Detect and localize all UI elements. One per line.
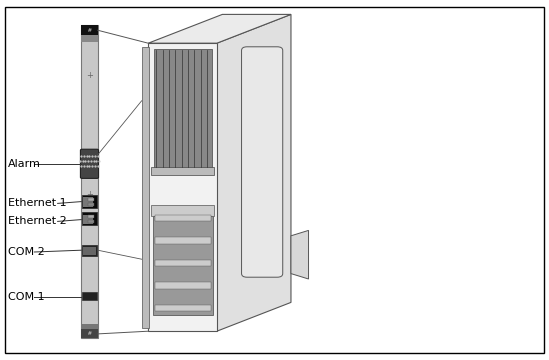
Bar [81,25,98,35]
Bar [82,245,97,256]
FancyBboxPatch shape [80,149,98,178]
Bar [155,215,211,221]
Bar [81,329,98,338]
Text: #: # [88,28,91,33]
Polygon shape [291,230,309,279]
Polygon shape [148,14,291,43]
Bar [153,216,213,315]
Bar [82,292,97,300]
Polygon shape [148,43,217,331]
Bar [88,220,94,223]
Bar [81,35,98,42]
Text: #: # [88,332,91,336]
Text: +: + [86,190,93,199]
Bar [88,198,94,201]
Bar [82,212,97,225]
Bar [151,167,214,175]
Bar [154,49,212,169]
Polygon shape [217,14,291,331]
Bar [88,215,94,218]
Bar [83,197,93,207]
FancyBboxPatch shape [242,47,283,277]
Text: COM 2: COM 2 [8,247,45,257]
Bar [142,47,149,328]
Text: Ethernet 2: Ethernet 2 [8,216,67,226]
Bar [82,195,97,208]
Bar [81,25,98,338]
Bar [81,324,98,329]
Text: COM 1: COM 1 [8,292,45,302]
Text: Alarm: Alarm [8,159,41,169]
Bar [88,203,94,206]
Bar [155,282,211,289]
Text: Ethernet 1: Ethernet 1 [8,198,67,208]
Bar [151,205,214,216]
Bar [155,305,211,311]
Bar [83,247,96,255]
Bar [83,215,93,224]
Bar [155,260,211,266]
Bar [155,238,211,244]
Text: +: + [86,71,93,80]
